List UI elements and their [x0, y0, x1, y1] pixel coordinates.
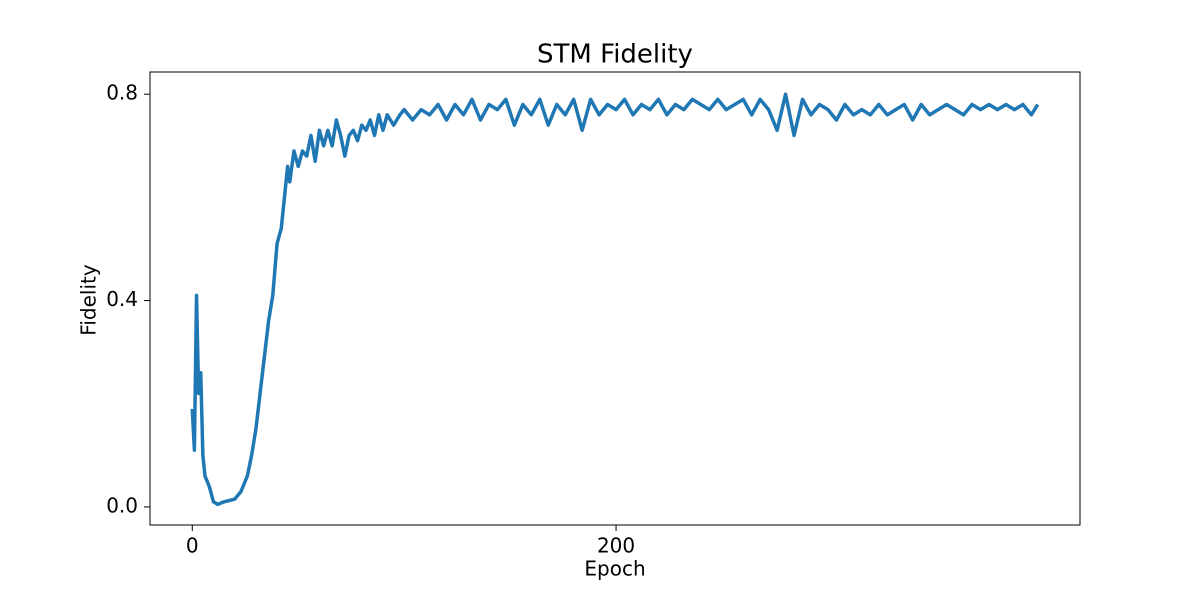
x-axis-label: Epoch — [584, 557, 645, 581]
data-line — [190, 92, 1040, 507]
y-tick-label: 0.0 — [106, 493, 138, 517]
y-axis-label: Fidelity — [77, 264, 101, 336]
chart-title: STM Fidelity — [537, 40, 693, 70]
x-tick-label: 0 — [186, 534, 199, 558]
y-tick-label: 0.4 — [106, 287, 138, 311]
x-tick-label: 200 — [597, 534, 635, 558]
y-tick-label: 0.8 — [106, 81, 138, 105]
plot-frame — [149, 71, 1081, 526]
